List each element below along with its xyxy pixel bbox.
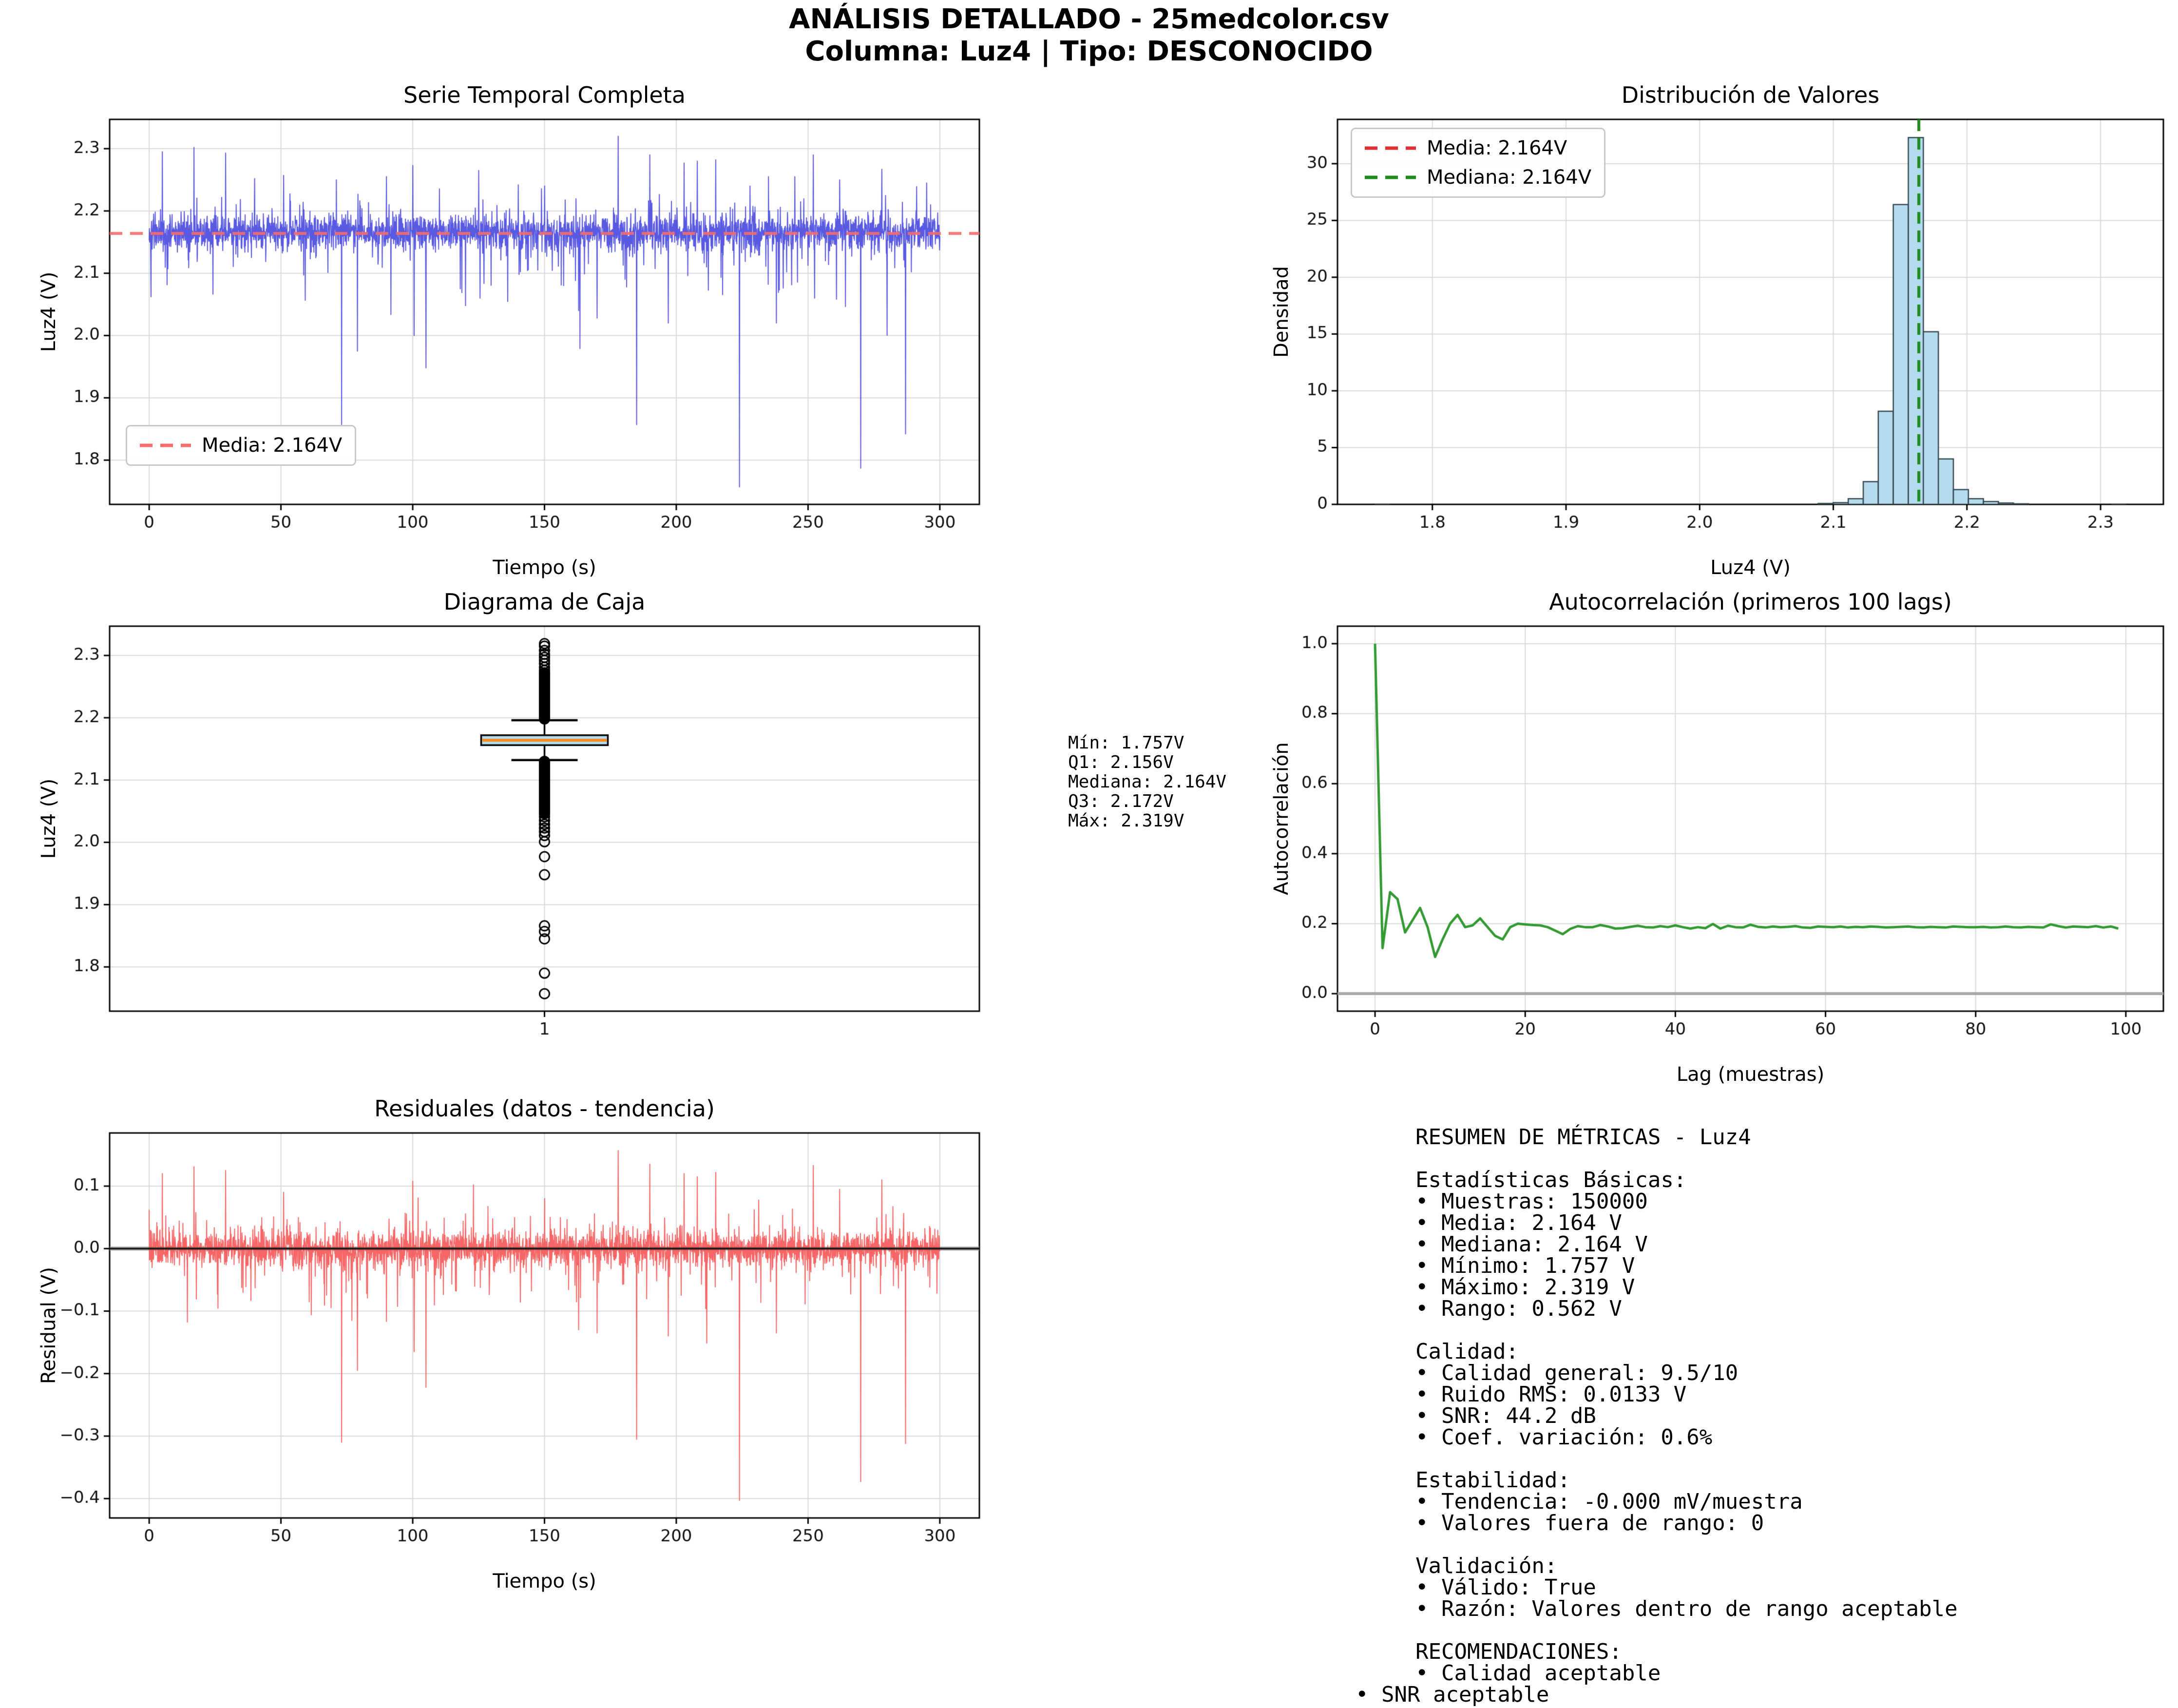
red-dashed-line-icon	[1365, 146, 1416, 150]
autocorr-xlabel: Lag (muestras)	[1676, 1063, 1825, 1086]
residuals-ylabel: Residual (V)	[38, 1267, 60, 1384]
legend-item-media: Media: 2.164V	[1365, 137, 1591, 159]
timeseries-plot	[32, 107, 994, 553]
boxplot-stats-annotation: Mín: 1.757V Q1: 2.156V Mediana: 2.164V Q…	[1068, 733, 1227, 831]
metrics-summary-text: RESUMEN DE MÉTRICAS - Luz4 Estadísticas …	[1415, 1125, 1958, 1686]
legend-item-media: Media: 2.164V	[140, 434, 342, 457]
figure-title-line1: ANÁLISIS DETALLADO - 25medcolor.csv	[789, 3, 1389, 35]
boxplot-title: Diagrama de Caja	[443, 589, 646, 615]
boxplot-ylabel: Luz4 (V)	[38, 778, 60, 859]
timeseries-ylabel: Luz4 (V)	[38, 271, 60, 352]
residuals-plot	[32, 1121, 994, 1567]
legend-label: Mediana: 2.164V	[1427, 166, 1592, 189]
green-dashed-line-icon	[1365, 175, 1416, 179]
boxplot-plot	[32, 614, 994, 1060]
metrics-summary-last-line: • SNR aceptable	[1356, 1682, 1549, 1707]
legend-item-mediana: Mediana: 2.164V	[1365, 166, 1591, 189]
timeseries-title: Serie Temporal Completa	[403, 82, 686, 108]
residuals-xlabel: Tiempo (s)	[493, 1570, 596, 1593]
legend-label: Media: 2.164V	[202, 434, 343, 457]
residuals-title: Residuales (datos - tendencia)	[374, 1095, 715, 1122]
autocorrelation-plot	[1260, 614, 2178, 1060]
histogram-legend: Media: 2.164V Mediana: 2.164V	[1351, 128, 1606, 198]
red-dashed-line-icon	[140, 443, 191, 447]
timeseries-legend: Media: 2.164V	[126, 425, 357, 466]
legend-label: Media: 2.164V	[1427, 137, 1567, 159]
figure-title-line2: Columna: Luz4 | Tipo: DESCONOCIDO	[805, 36, 1373, 67]
autocorr-ylabel: Autocorrelación	[1270, 742, 1293, 895]
histogram-ylabel: Densidad	[1270, 266, 1293, 358]
histogram-title: Distribución de Valores	[1621, 82, 1880, 108]
autocorr-title: Autocorrelación (primeros 100 lags)	[1549, 589, 1952, 615]
timeseries-xlabel: Tiempo (s)	[493, 557, 596, 579]
histogram-xlabel: Luz4 (V)	[1710, 557, 1791, 579]
